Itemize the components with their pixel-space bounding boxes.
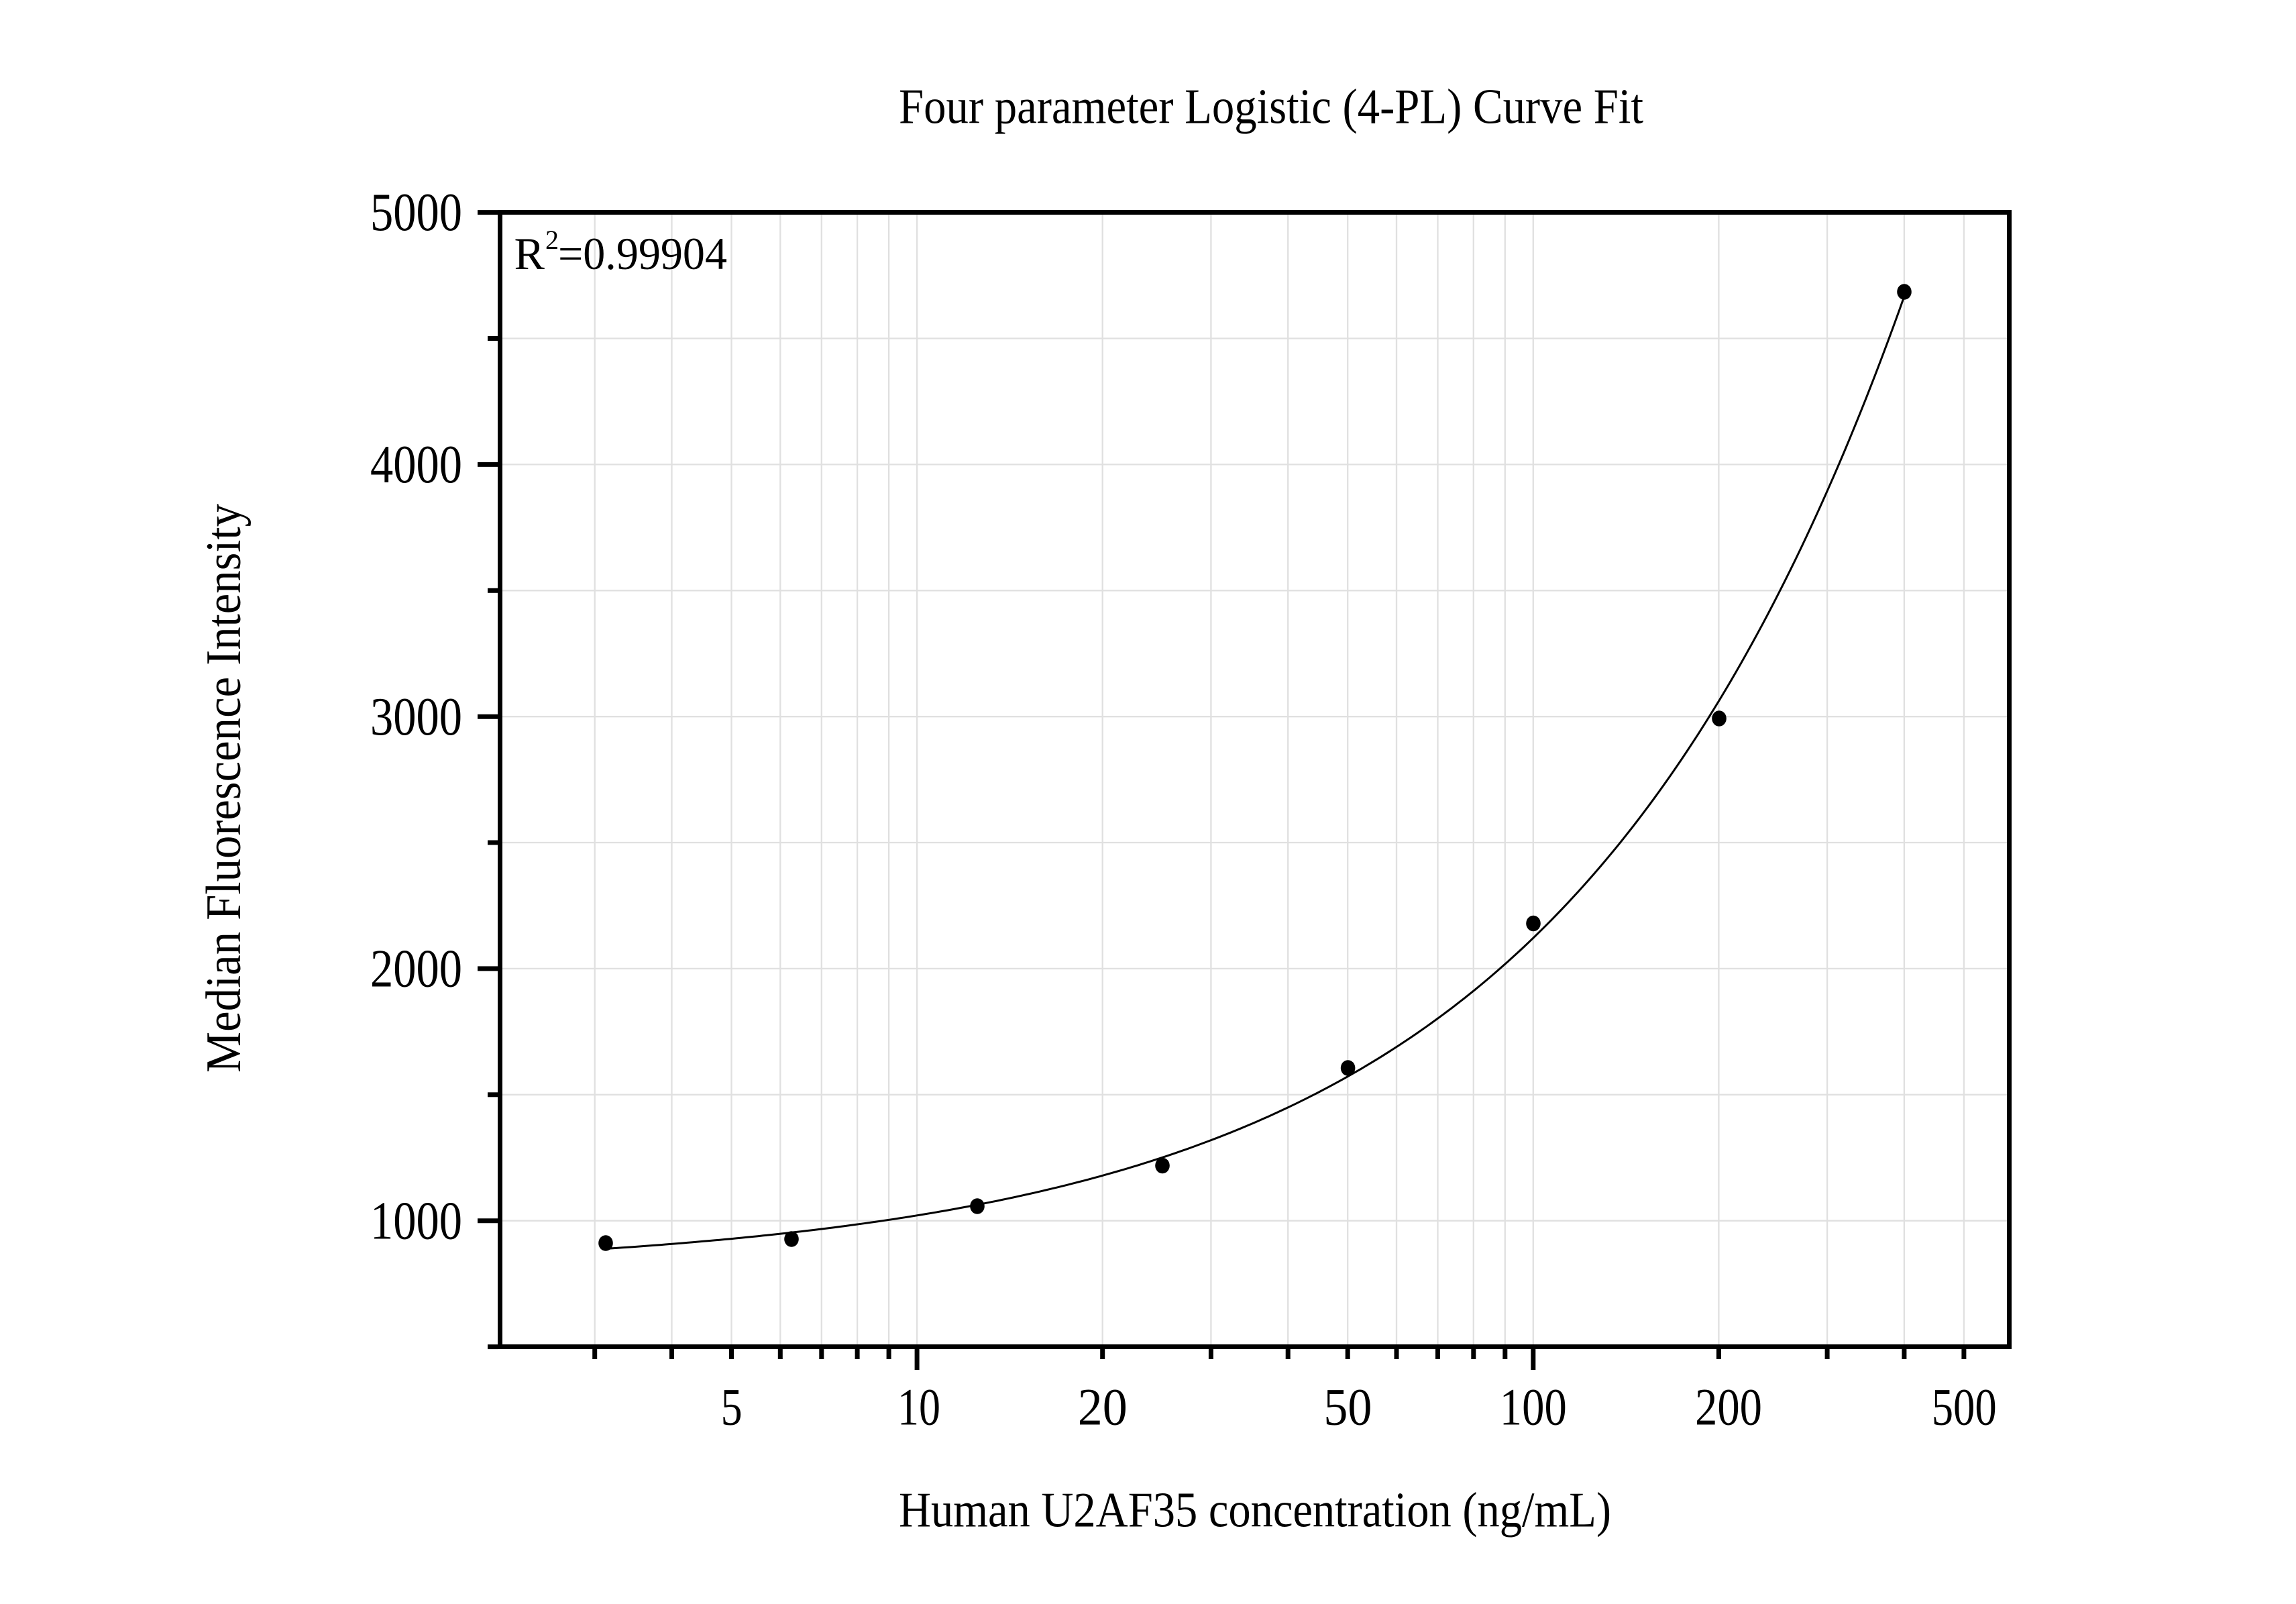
svg-text:2: 2: [545, 225, 559, 255]
svg-text:20: 20: [1078, 1377, 1128, 1436]
svg-text:R: R: [514, 228, 545, 279]
svg-text:Median Fluorescence Intensity: Median Fluorescence Intensity: [197, 504, 252, 1073]
svg-text:500: 500: [1932, 1377, 1997, 1436]
svg-text:3000: 3000: [370, 688, 462, 747]
svg-text:200: 200: [1695, 1377, 1762, 1436]
svg-text:1000: 1000: [370, 1192, 462, 1251]
svg-text:5: 5: [721, 1377, 743, 1436]
svg-text:Four parameter Logistic (4-PL): Four parameter Logistic (4-PL) Curve Fit: [899, 80, 1643, 135]
svg-text:100: 100: [1500, 1377, 1567, 1436]
svg-text:=0.99904: =0.99904: [558, 228, 727, 279]
svg-text:Human U2AF35 concentration (ng: Human U2AF35 concentration (ng/mL): [899, 1483, 1611, 1538]
svg-text:10: 10: [897, 1377, 940, 1436]
svg-text:4000: 4000: [370, 435, 462, 494]
svg-text:2000: 2000: [370, 940, 462, 999]
svg-text:50: 50: [1323, 1377, 1372, 1436]
svg-text:5000: 5000: [370, 183, 462, 242]
